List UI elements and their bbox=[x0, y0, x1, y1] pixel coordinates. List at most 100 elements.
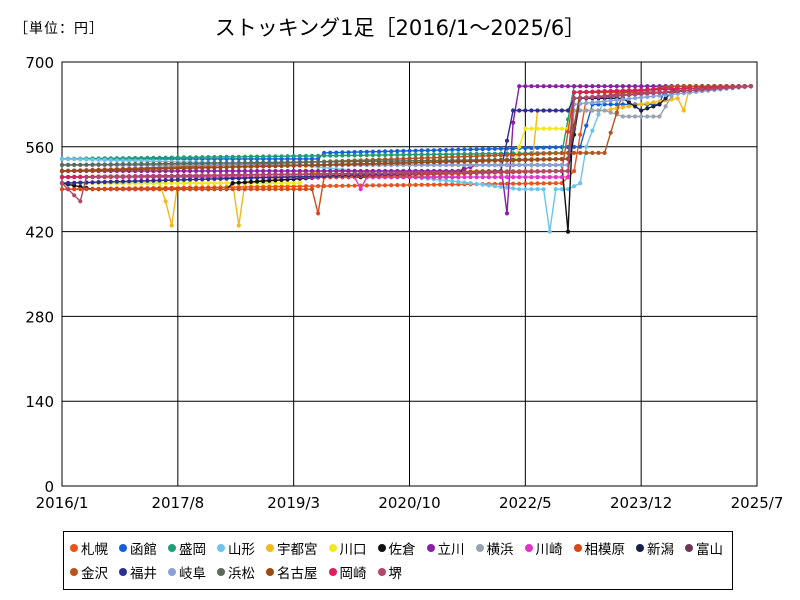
data-point bbox=[78, 168, 83, 173]
data-point bbox=[614, 102, 619, 107]
data-point bbox=[200, 161, 205, 166]
data-point bbox=[510, 175, 516, 180]
legend-label: 山形 bbox=[228, 542, 255, 558]
data-point bbox=[90, 174, 95, 180]
data-point bbox=[212, 176, 217, 181]
data-point bbox=[169, 173, 174, 179]
data-point bbox=[200, 165, 205, 170]
data-point bbox=[376, 161, 382, 166]
data-point bbox=[212, 181, 217, 186]
chart-title: ストッキング1足［2016/1～2025/6］ bbox=[214, 16, 586, 40]
data-point bbox=[523, 152, 528, 157]
data-point bbox=[352, 153, 357, 158]
data-point bbox=[230, 173, 235, 178]
data-point bbox=[181, 173, 186, 178]
data-point bbox=[437, 175, 443, 180]
x-tick-label: 2016/1 bbox=[36, 494, 89, 512]
data-point bbox=[517, 84, 522, 89]
data-point bbox=[492, 162, 497, 168]
data-point bbox=[431, 160, 436, 165]
data-point bbox=[706, 87, 711, 92]
data-point bbox=[480, 175, 485, 180]
data-point bbox=[163, 161, 168, 166]
data-point bbox=[535, 187, 540, 192]
data-point bbox=[578, 90, 583, 95]
data-point bbox=[370, 153, 375, 158]
data-point bbox=[419, 182, 424, 187]
data-point bbox=[248, 168, 254, 174]
data-point bbox=[425, 152, 430, 157]
data-point bbox=[224, 176, 229, 181]
data-point bbox=[370, 183, 375, 188]
data-point bbox=[553, 84, 558, 89]
data-point bbox=[181, 155, 186, 160]
data-point bbox=[633, 88, 638, 93]
data-point bbox=[541, 175, 546, 180]
data-point bbox=[596, 99, 601, 104]
data-point bbox=[492, 169, 497, 174]
data-point bbox=[163, 199, 168, 204]
data-point bbox=[334, 150, 339, 155]
data-point bbox=[133, 162, 138, 167]
data-point bbox=[187, 181, 193, 186]
data-point bbox=[102, 162, 107, 167]
data-point bbox=[218, 187, 223, 192]
data-point bbox=[523, 175, 528, 180]
legend-label: 岡崎 bbox=[339, 566, 367, 582]
data-point bbox=[120, 167, 126, 172]
data-point bbox=[639, 114, 644, 119]
data-point bbox=[66, 157, 71, 162]
data-point bbox=[474, 181, 479, 186]
data-point bbox=[498, 181, 503, 186]
data-point bbox=[547, 84, 552, 89]
data-point bbox=[102, 174, 107, 179]
data-point bbox=[206, 155, 211, 160]
data-point bbox=[578, 101, 583, 106]
data-point bbox=[578, 84, 583, 89]
data-point bbox=[242, 173, 247, 178]
data-point bbox=[267, 164, 272, 169]
data-point bbox=[462, 170, 467, 175]
data-point bbox=[486, 169, 491, 175]
data-point bbox=[72, 180, 77, 185]
data-point bbox=[663, 90, 668, 95]
data-point bbox=[230, 160, 235, 165]
data-point bbox=[559, 175, 565, 180]
data-point bbox=[72, 168, 77, 173]
data-point bbox=[651, 87, 656, 92]
data-point bbox=[578, 108, 583, 113]
data-point bbox=[608, 102, 613, 107]
data-point bbox=[547, 229, 552, 234]
data-point bbox=[364, 161, 369, 166]
data-point bbox=[450, 162, 455, 168]
data-point bbox=[334, 171, 339, 176]
data-point bbox=[498, 158, 503, 163]
data-point bbox=[602, 150, 607, 155]
data-point bbox=[431, 170, 436, 175]
data-point bbox=[267, 160, 272, 165]
data-point bbox=[230, 176, 235, 181]
data-point bbox=[242, 160, 247, 165]
data-point bbox=[181, 187, 186, 192]
data-point bbox=[389, 161, 394, 166]
legend-label: 岐阜 bbox=[179, 566, 206, 582]
data-point bbox=[291, 160, 296, 165]
data-point bbox=[346, 162, 351, 167]
data-point bbox=[724, 85, 729, 90]
data-point bbox=[236, 180, 241, 185]
data-point bbox=[364, 153, 369, 158]
data-point bbox=[145, 161, 150, 166]
data-point bbox=[529, 175, 534, 180]
data-point bbox=[651, 114, 656, 119]
data-point bbox=[364, 171, 369, 176]
data-point bbox=[84, 157, 89, 162]
data-point bbox=[517, 181, 522, 186]
data-point bbox=[492, 146, 497, 151]
data-point bbox=[309, 163, 315, 168]
legend-label: 宇都宮 bbox=[277, 542, 318, 558]
data-point bbox=[419, 170, 424, 175]
data-point bbox=[255, 154, 260, 159]
data-point bbox=[565, 84, 571, 89]
data-point bbox=[84, 168, 89, 173]
data-point bbox=[181, 177, 186, 182]
